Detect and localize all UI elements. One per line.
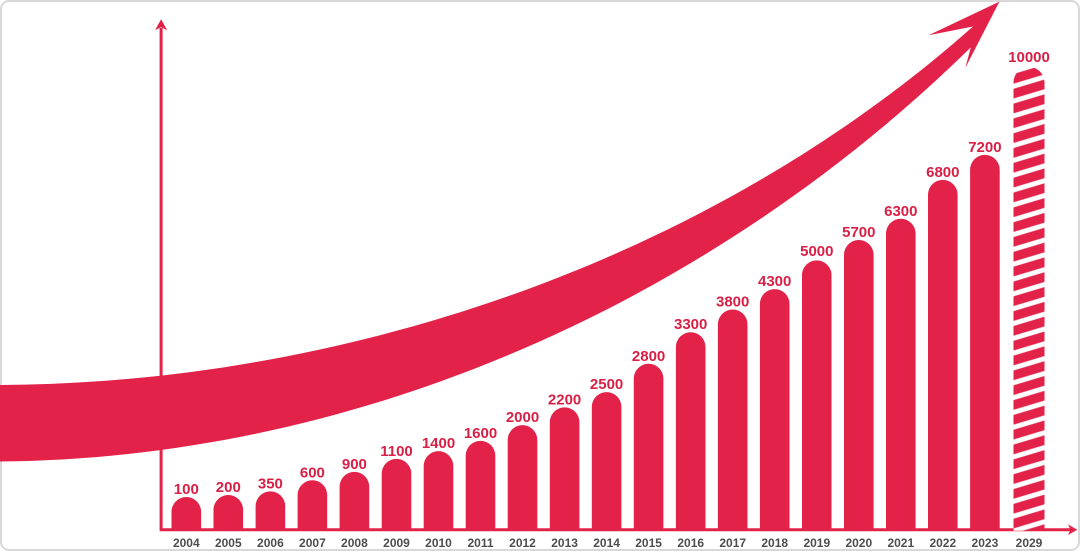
svg-text:2018: 2018 bbox=[761, 536, 788, 550]
svg-text:2020: 2020 bbox=[845, 536, 872, 550]
svg-text:2012: 2012 bbox=[509, 536, 536, 550]
svg-text:2200: 2200 bbox=[548, 391, 581, 408]
svg-text:2000: 2000 bbox=[506, 409, 539, 426]
svg-text:2019: 2019 bbox=[803, 536, 830, 550]
svg-text:2013: 2013 bbox=[551, 536, 578, 550]
svg-text:3300: 3300 bbox=[674, 316, 707, 333]
svg-text:6300: 6300 bbox=[884, 203, 917, 220]
svg-text:3800: 3800 bbox=[716, 294, 749, 311]
svg-text:2021: 2021 bbox=[887, 536, 914, 550]
svg-text:2004: 2004 bbox=[173, 536, 200, 550]
svg-text:2022: 2022 bbox=[929, 536, 956, 550]
svg-text:2011: 2011 bbox=[467, 536, 493, 550]
svg-text:7200: 7200 bbox=[968, 139, 1001, 156]
svg-text:2009: 2009 bbox=[383, 536, 410, 550]
svg-text:2008: 2008 bbox=[341, 536, 368, 550]
svg-text:2015: 2015 bbox=[635, 536, 662, 550]
svg-text:2017: 2017 bbox=[719, 536, 746, 550]
svg-text:10000: 10000 bbox=[1008, 49, 1050, 66]
svg-text:4300: 4300 bbox=[758, 273, 791, 290]
svg-text:2007: 2007 bbox=[299, 536, 326, 550]
svg-text:200: 200 bbox=[216, 479, 241, 496]
svg-text:2800: 2800 bbox=[632, 348, 665, 365]
svg-text:1400: 1400 bbox=[422, 435, 455, 452]
svg-text:2006: 2006 bbox=[257, 536, 284, 550]
svg-text:2014: 2014 bbox=[593, 536, 620, 550]
svg-text:2010: 2010 bbox=[425, 536, 452, 550]
svg-text:2023: 2023 bbox=[972, 536, 999, 550]
svg-text:6800: 6800 bbox=[926, 164, 959, 181]
svg-text:350: 350 bbox=[258, 475, 283, 492]
svg-text:2500: 2500 bbox=[590, 376, 623, 393]
svg-text:900: 900 bbox=[342, 456, 367, 473]
svg-text:2005: 2005 bbox=[215, 536, 242, 550]
svg-text:1600: 1600 bbox=[464, 425, 497, 442]
svg-text:5700: 5700 bbox=[842, 224, 875, 241]
svg-text:2029: 2029 bbox=[1016, 536, 1043, 550]
svg-text:1100: 1100 bbox=[380, 443, 413, 460]
svg-text:5000: 5000 bbox=[800, 243, 833, 260]
svg-text:100: 100 bbox=[174, 481, 199, 498]
svg-text:600: 600 bbox=[300, 464, 325, 481]
svg-text:2016: 2016 bbox=[677, 536, 704, 550]
